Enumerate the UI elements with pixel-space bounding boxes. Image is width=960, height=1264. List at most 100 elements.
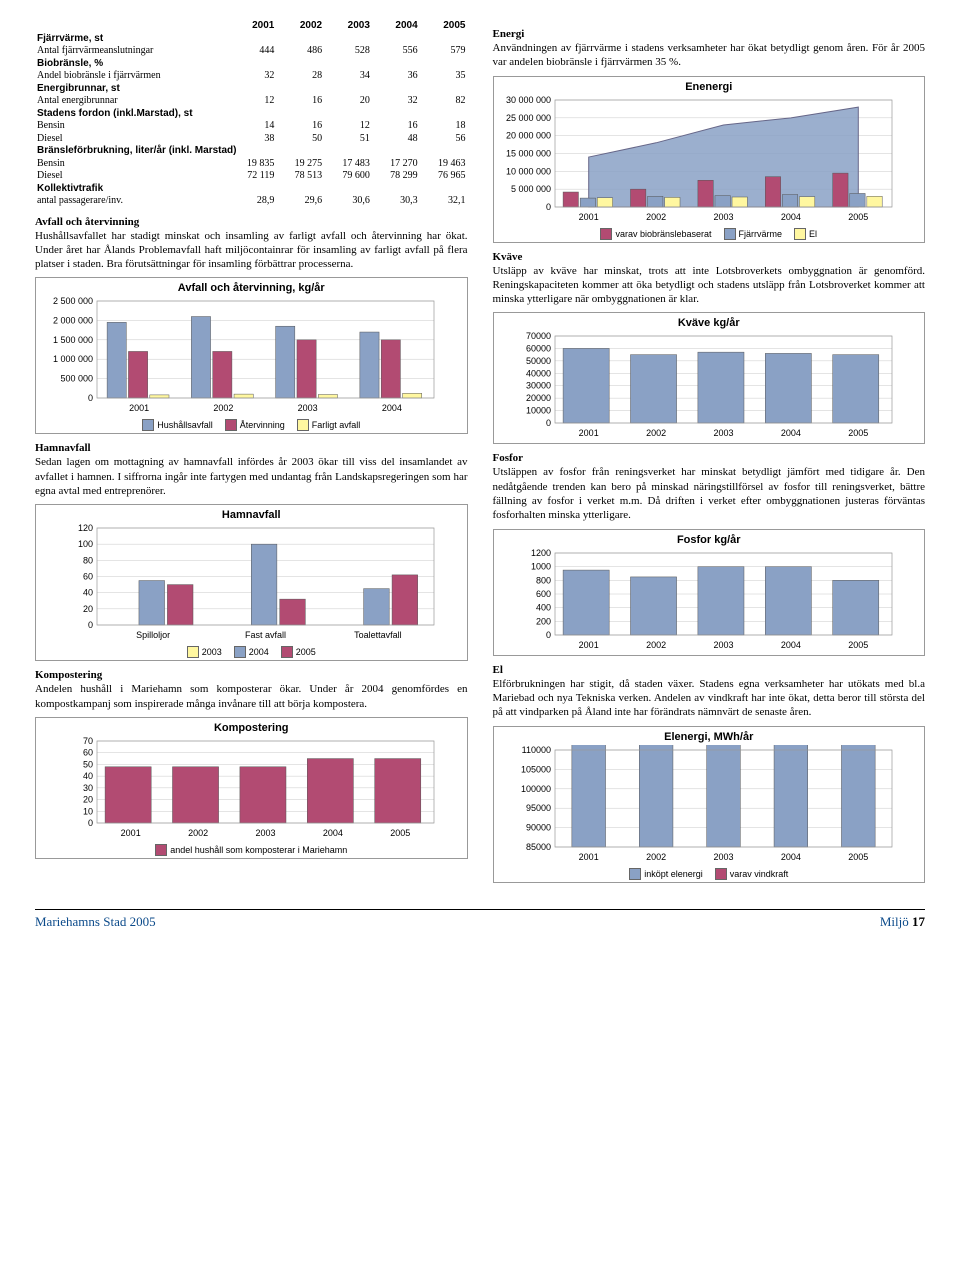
svg-text:2005: 2005	[848, 640, 868, 650]
svg-text:0: 0	[88, 393, 93, 403]
svg-text:95000: 95000	[525, 803, 550, 813]
svg-text:0: 0	[545, 630, 550, 640]
svg-text:0: 0	[545, 418, 550, 428]
svg-text:1 500 000: 1 500 000	[53, 335, 93, 345]
svg-text:2005: 2005	[390, 828, 410, 838]
footer-left: Mariehamns Stad 2005	[35, 914, 156, 930]
chart-kompost-title: Kompostering	[42, 722, 461, 734]
svg-text:2001: 2001	[121, 828, 141, 838]
svg-text:40000: 40000	[525, 369, 550, 379]
svg-text:2004: 2004	[780, 212, 800, 222]
footer-section: Miljö	[880, 914, 909, 929]
svg-text:Spilloljor: Spilloljor	[136, 630, 170, 640]
svg-text:70000: 70000	[525, 331, 550, 341]
svg-text:2001: 2001	[578, 852, 598, 862]
chart-kvave: Kväve kg/år 0100002000030000400005000060…	[493, 312, 926, 444]
body-energi: Användningen av fjärrvärme i stadens ver…	[493, 41, 926, 70]
chart-avfall-title: Avfall och återvinning, kg/år	[42, 282, 461, 294]
svg-text:2003: 2003	[713, 428, 733, 438]
svg-text:10000: 10000	[525, 406, 550, 416]
svg-text:800: 800	[535, 575, 550, 585]
chart-elenergi: Elenergi, MWh/år 85000 90000 95000 100000 10…	[493, 726, 926, 883]
svg-text:110000: 110000	[521, 745, 550, 755]
svg-text:1000: 1000	[530, 561, 550, 571]
chart-hamn-title: Hamnavfall	[42, 509, 461, 521]
svg-text:500 000: 500 000	[60, 374, 93, 384]
svg-text:2005: 2005	[848, 852, 868, 862]
body-el: Elförbrukningen har stigit, då staden vä…	[493, 677, 926, 720]
svg-text:200: 200	[535, 616, 550, 626]
svg-text:2004: 2004	[780, 428, 800, 438]
svg-text:2001: 2001	[578, 212, 598, 222]
footer-page-number: 17	[912, 914, 925, 929]
svg-text:2003: 2003	[713, 212, 733, 222]
svg-text:15 000 000: 15 000 000	[505, 148, 550, 158]
svg-text:2005: 2005	[848, 428, 868, 438]
svg-text:2002: 2002	[646, 428, 666, 438]
svg-text:20: 20	[83, 604, 93, 614]
svg-text:105000: 105000	[520, 764, 550, 774]
svg-text:2002: 2002	[646, 640, 666, 650]
body-fosfor: Utsläppen av fosfor från reningsverket h…	[493, 465, 926, 522]
svg-text:2002: 2002	[213, 403, 233, 413]
footer-right: Miljö 17	[880, 914, 925, 930]
svg-text:2001: 2001	[129, 403, 149, 413]
svg-text:85000: 85000	[525, 842, 550, 852]
heading-kompost: Kompostering	[35, 669, 468, 681]
svg-text:60: 60	[83, 748, 93, 758]
svg-text:2004: 2004	[323, 828, 343, 838]
svg-text:80: 80	[83, 556, 93, 566]
svg-text:0: 0	[545, 202, 550, 212]
svg-text:40: 40	[83, 588, 93, 598]
chart-kompost: Kompostering 010203040506070200120022003…	[35, 717, 468, 859]
svg-text:400: 400	[535, 602, 550, 612]
heading-fosfor: Fosfor	[493, 452, 926, 464]
svg-text:600: 600	[535, 589, 550, 599]
heading-avfall: Avfall och återvinning	[35, 216, 468, 228]
svg-text:2005: 2005	[848, 212, 868, 222]
body-avfall: Hushållsavfallet har stadigt minskat och…	[35, 229, 468, 272]
svg-text:100000: 100000	[520, 783, 550, 793]
svg-text:10: 10	[83, 806, 93, 816]
svg-text:70: 70	[83, 736, 93, 746]
svg-text:40: 40	[83, 771, 93, 781]
svg-text:2003: 2003	[713, 852, 733, 862]
chart-hamn: Hamnavfall 020406080100120SpilloljorFast…	[35, 504, 468, 661]
heading-energi: Energi	[493, 28, 926, 40]
chart-enenergi: Enenergi 0 5 000 000 10 000 000 15 000 000 2…	[493, 76, 926, 243]
svg-text:2002: 2002	[188, 828, 208, 838]
svg-text:50: 50	[83, 759, 93, 769]
svg-text:1200: 1200	[530, 548, 550, 558]
chart-elenergi-title: Elenergi, MWh/år	[500, 731, 919, 743]
svg-text:90000: 90000	[525, 822, 550, 832]
chart-enenergi-title: Enenergi	[500, 81, 919, 93]
heading-el: El	[493, 664, 926, 676]
heading-hamn: Hamnavfall	[35, 442, 468, 454]
body-hamn: Sedan lagen om mottagning av hamnavfall …	[35, 455, 468, 498]
svg-text:2002: 2002	[646, 212, 666, 222]
svg-text:20000: 20000	[525, 394, 550, 404]
svg-text:2004: 2004	[780, 852, 800, 862]
svg-text:2003: 2003	[298, 403, 318, 413]
svg-text:30: 30	[83, 783, 93, 793]
svg-text:10 000 000: 10 000 000	[505, 166, 550, 176]
svg-text:50000: 50000	[525, 356, 550, 366]
data-table: 20012002200320042005 Fjärrvärme, stAntal…	[35, 20, 468, 208]
svg-text:2003: 2003	[255, 828, 275, 838]
svg-text:2004: 2004	[382, 403, 402, 413]
page-footer: Mariehamns Stad 2005 Miljö 17	[35, 909, 925, 930]
svg-text:2 000 000: 2 000 000	[53, 316, 93, 326]
svg-text:2001: 2001	[578, 640, 598, 650]
chart-fosfor: Fosfor kg/år 020040060080010001200200120…	[493, 529, 926, 656]
svg-text:5 000 000: 5 000 000	[510, 184, 550, 194]
svg-text:Toalettavfall: Toalettavfall	[354, 630, 402, 640]
svg-text:120: 120	[78, 523, 93, 533]
heading-kvave: Kväve	[493, 251, 926, 263]
chart-avfall: Avfall och återvinning, kg/år 0 500 000 1 …	[35, 277, 468, 434]
svg-text:Fast avfall: Fast avfall	[245, 630, 286, 640]
svg-text:30 000 000: 30 000 000	[505, 95, 550, 105]
body-kvave: Utsläpp av kväve har minskat, trots att …	[493, 264, 926, 307]
svg-text:25 000 000: 25 000 000	[505, 112, 550, 122]
svg-text:2002: 2002	[646, 852, 666, 862]
svg-text:2003: 2003	[713, 640, 733, 650]
